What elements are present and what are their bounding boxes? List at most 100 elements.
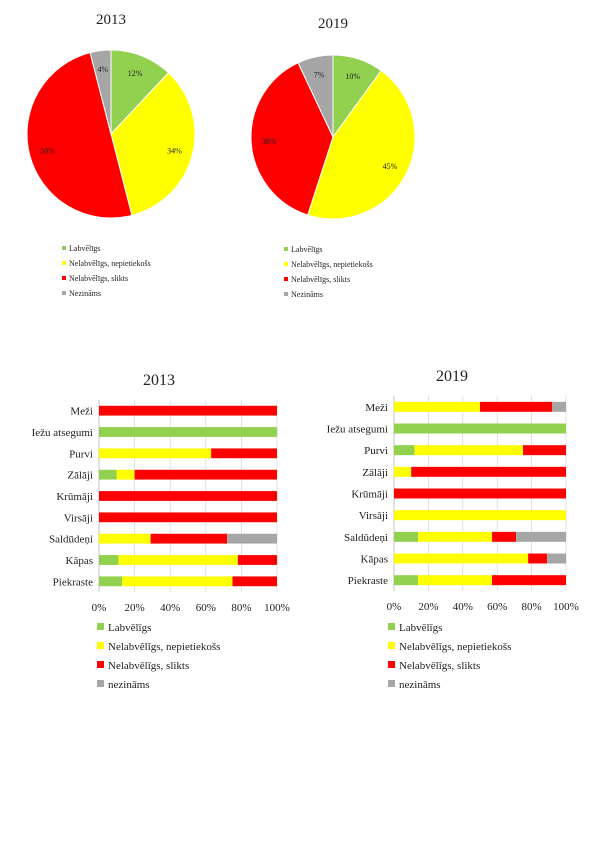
pie-legend: Labvēlīgs Nelabvēlīgs, nepietiekošs Nelabv… (284, 245, 373, 299)
legend-swatch (388, 680, 395, 687)
bar-segment (418, 575, 493, 586)
bar-segment (516, 531, 566, 542)
bar-segment (99, 576, 123, 587)
bar-segment (394, 401, 480, 412)
legend-swatch (97, 661, 104, 668)
pie-slice (110, 72, 196, 216)
legend-swatch (284, 262, 288, 266)
bar-segment (99, 555, 119, 565)
legend-label: Nelabvēlīgs, slikts (291, 275, 350, 284)
pie-value-label: 12% (128, 69, 143, 78)
legend-swatch (62, 261, 66, 265)
legend-swatch (284, 277, 288, 281)
bar-segment (150, 533, 228, 544)
pie-title: 2013 (96, 12, 126, 28)
legend-label: Nelabvēlīgs, nepietiekošs (69, 259, 151, 268)
category-label: Zālāji (67, 470, 93, 482)
legend-label: Nelabvēlīgs, nepietiekošs (399, 641, 511, 653)
x-tick-label: 40% (453, 601, 473, 613)
bar-chart-2013: 2013 0% 20% 40% 60% 80% 100% Meži Iežu atsegumi P… (32, 372, 290, 691)
legend-label: Labvēlīgs (69, 244, 101, 253)
x-tick-label: 20% (418, 601, 438, 613)
bar-segment (414, 445, 523, 456)
legend-swatch (388, 623, 395, 630)
bar-segment (99, 491, 277, 501)
pie-value-label: 4% (97, 65, 108, 74)
legend-label: Nelabvēlīgs, slikts (399, 660, 480, 672)
bar-segment (211, 448, 277, 459)
bar-segment (99, 448, 212, 459)
category-label: Meži (70, 406, 93, 418)
bar-segment (394, 531, 419, 542)
legend-label: Nezināms (69, 289, 101, 298)
pie-slice (297, 54, 334, 138)
pie-value-label: 45% (383, 162, 398, 171)
category-label: Krūmāji (351, 489, 388, 501)
legend-label: Labvēlīgs (291, 245, 323, 254)
bar-segment (547, 553, 566, 564)
bar-segment (394, 423, 566, 434)
legend-swatch (62, 246, 66, 250)
category-label: Piekraste (348, 575, 388, 587)
legend-swatch (62, 276, 66, 280)
legend-label: Nelabvēlīgs, nepietiekošs (291, 260, 373, 269)
bar-segment (99, 469, 117, 480)
category-label: Virsāji (64, 512, 93, 524)
bar-segment (394, 553, 529, 564)
legend-label: nezināms (399, 679, 441, 691)
category-label: Zālāji (362, 467, 388, 479)
legend-label: Nelabvēlīgs, nepietiekošs (108, 641, 220, 653)
x-tick-label: 100% (553, 601, 579, 613)
pie-value-label: 34% (167, 146, 182, 155)
category-label: Saldūdeņi (49, 534, 93, 546)
legend-swatch (97, 680, 104, 687)
bar-segment (118, 555, 238, 565)
bar-segment (523, 445, 566, 456)
x-tick-label: 0% (92, 602, 107, 614)
category-label: Kāpas (66, 555, 94, 567)
legend-label: Nezināms (291, 290, 323, 299)
bar-segment (492, 575, 566, 586)
legend-label: Labvēlīgs (399, 622, 442, 634)
pie-slice (89, 49, 112, 135)
category-label: Virsāji (359, 510, 388, 522)
legend-swatch (388, 642, 395, 649)
pie-value-label: 7% (314, 71, 325, 80)
pie-chart-2019: 2019 10% 45% 38% 7% Labvēlīgs Nelabvēlīgs, nep… (250, 16, 416, 299)
bar-segment (394, 510, 566, 521)
bar-segment (528, 553, 548, 564)
bar-segment (99, 427, 277, 437)
bar-segment (394, 575, 419, 586)
bar-segment (122, 576, 233, 587)
bar-segment (116, 469, 135, 480)
category-label: Iežu atsegumi (32, 427, 93, 439)
x-tick-label: 40% (160, 602, 180, 614)
bar-segment (418, 531, 493, 542)
category-label: Purvi (69, 448, 93, 460)
bar-segment (99, 533, 151, 544)
category-label: Meži (365, 402, 388, 414)
legend-label: Nelabvēlīgs, slikts (69, 274, 128, 283)
bar-segment (394, 445, 415, 456)
legend-swatch (284, 292, 288, 296)
bar-segment (492, 531, 517, 542)
bar-legend: Labvēlīgs Nelabvēlīgs, nepietiekošs Nelabv… (388, 622, 511, 691)
pie-title: 2019 (318, 16, 348, 32)
legend-label: Labvēlīgs (108, 622, 151, 634)
bar-chart-title: 2019 (436, 368, 468, 385)
bar-chart-2019: 2019 0% 20% 40% 60% 80% 100% Meži Iežu atsegumi P… (327, 368, 579, 691)
pie-slice (307, 69, 416, 220)
bar-segment (394, 466, 412, 477)
bar-segment (232, 576, 277, 587)
x-tick-label: 80% (231, 602, 251, 614)
legend-swatch (388, 661, 395, 668)
pie-slice (250, 62, 334, 216)
bar-segment (227, 533, 277, 544)
legend-swatch (284, 247, 288, 251)
pie-value-label: 10% (345, 72, 360, 81)
category-label: Krūmāji (56, 491, 93, 503)
x-tick-label: 60% (196, 602, 216, 614)
legend-swatch (97, 642, 104, 649)
bar-segment (99, 405, 277, 416)
